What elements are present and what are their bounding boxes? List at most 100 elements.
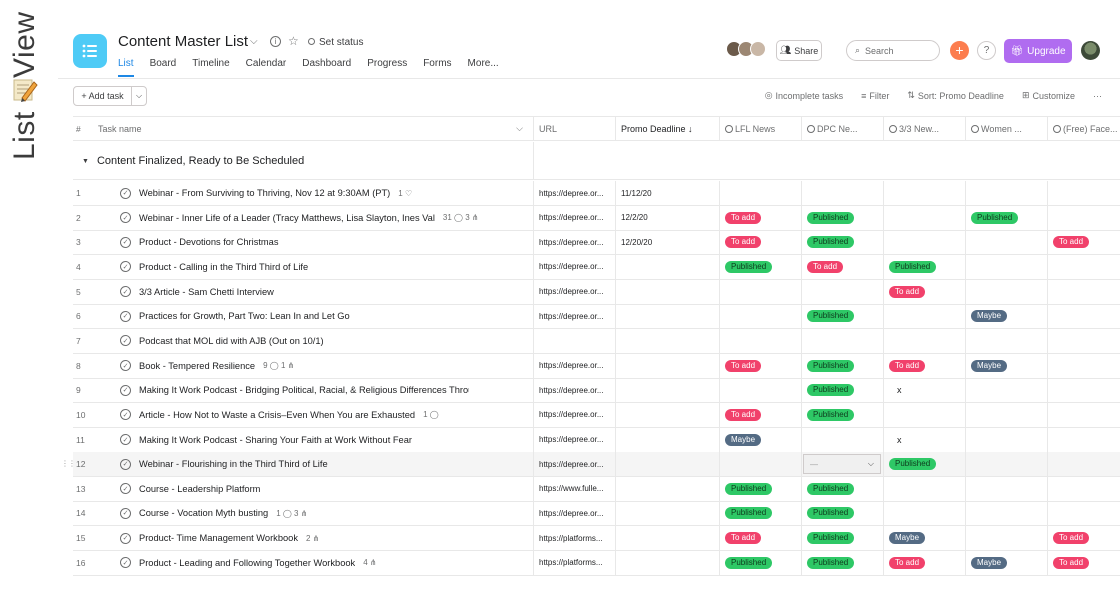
sort-button[interactable]: ⇅ Sort: Promo Deadline [907, 90, 1004, 101]
tab-dashboard[interactable]: Dashboard [302, 58, 352, 69]
tab-calendar[interactable]: Calendar [245, 58, 287, 69]
lfl-cell[interactable]: Published [719, 501, 801, 526]
promo-deadline-cell[interactable] [615, 328, 719, 353]
dpc-cell[interactable]: Published [801, 230, 883, 255]
task-title[interactable]: Product- Time Management Workbook [139, 533, 298, 544]
women-cell[interactable]: Maybe [965, 353, 1047, 378]
table-row[interactable]: 13 ✓ Course - Leadership Platform https:… [73, 476, 1120, 502]
promo-deadline-cell[interactable] [615, 427, 719, 452]
complete-check-icon[interactable]: ✓ [120, 335, 131, 347]
help-button[interactable]: ? [977, 41, 996, 60]
chevron-down-icon[interactable]: ⌵ [250, 36, 258, 47]
tab-more[interactable]: More... [467, 58, 499, 69]
task-name-cell[interactable]: ✓ Webinar - From Surviving to Thriving, … [91, 181, 533, 205]
promo-deadline-cell[interactable]: 12/2/20 [615, 205, 719, 230]
lfl-cell[interactable]: To add [719, 526, 801, 551]
table-row[interactable]: 6 ✓ Practices for Growth, Part Two: Lean… [73, 304, 1120, 330]
n33-cell[interactable] [883, 402, 965, 427]
face-cell[interactable] [1047, 353, 1120, 378]
tab-board[interactable]: Board [149, 58, 177, 69]
url-cell[interactable]: https://depree.or... [533, 402, 615, 427]
quick-add-button[interactable]: + [950, 41, 969, 60]
women-cell[interactable] [965, 378, 1047, 403]
women-cell[interactable]: Maybe [965, 304, 1047, 329]
task-title[interactable]: Product - Leading and Following Together… [139, 557, 356, 568]
task-name-cell[interactable]: ✓ Making It Work Podcast - Sharing Your … [91, 428, 533, 452]
n33-cell[interactable]: To add [883, 353, 965, 378]
task-title[interactable]: Webinar - Flourishing in the Third Third… [139, 459, 328, 470]
url-cell[interactable]: https://depree.or... [533, 205, 615, 230]
lfl-cell[interactable] [719, 328, 801, 353]
complete-check-icon[interactable]: ✓ [120, 384, 131, 396]
table-row[interactable]: 15 ✓ Product- Time Management Workbook 2… [73, 526, 1120, 552]
n33-cell[interactable] [883, 181, 965, 205]
dpc-cell[interactable] [801, 427, 883, 452]
url-cell[interactable]: https://depree.or... [533, 279, 615, 304]
women-cell[interactable]: Published [965, 205, 1047, 230]
n33-cell[interactable]: x [883, 427, 965, 452]
complete-check-icon[interactable]: ✓ [120, 286, 131, 298]
dpc-cell[interactable]: Published [801, 205, 883, 230]
women-cell[interactable] [965, 328, 1047, 353]
url-cell[interactable]: https://depree.or... [533, 181, 615, 205]
n33-cell[interactable] [883, 205, 965, 230]
women-cell[interactable] [965, 230, 1047, 255]
dpc-cell[interactable]: Published [801, 550, 883, 575]
complete-check-icon[interactable]: ✓ [120, 557, 131, 569]
chevron-down-icon[interactable]: ⌵ [516, 123, 523, 133]
lfl-cell[interactable]: To add [719, 205, 801, 230]
url-cell[interactable]: https://platforms... [533, 526, 615, 551]
dropdown-select[interactable]: — ⌵ [803, 454, 881, 475]
more-actions-button[interactable]: ··· [1093, 90, 1102, 101]
task-title[interactable]: Course - Vocation Myth busting [139, 508, 269, 519]
lfl-cell[interactable]: Published [719, 254, 801, 279]
promo-deadline-cell[interactable] [615, 501, 719, 526]
women-cell[interactable] [965, 427, 1047, 452]
complete-check-icon[interactable]: ✓ [120, 507, 131, 519]
face-cell[interactable] [1047, 181, 1120, 205]
lfl-cell[interactable]: Published [719, 550, 801, 575]
table-row[interactable]: 4 ✓ Product - Calling in the Third Third… [73, 254, 1120, 280]
promo-deadline-cell[interactable] [615, 476, 719, 501]
table-row[interactable]: 10 ✓ Article - How Not to Waste a Crisis… [73, 402, 1120, 428]
dpc-cell[interactable]: Published [801, 353, 883, 378]
task-title[interactable]: Article - How Not to Waste a Crisis–Even… [139, 409, 416, 420]
n33-cell[interactable] [883, 230, 965, 255]
complete-check-icon[interactable]: ✓ [120, 310, 131, 322]
face-cell[interactable] [1047, 304, 1120, 329]
col-33-news[interactable]: 3/3 New... [883, 117, 965, 140]
promo-deadline-cell[interactable] [615, 279, 719, 304]
tab-timeline[interactable]: Timeline [192, 58, 230, 69]
n33-cell[interactable]: To add [883, 279, 965, 304]
url-cell[interactable]: https://depree.or... [533, 254, 615, 279]
task-name-cell[interactable]: ✓ Book - Tempered Resilience 9 ◯ 1 ⋔ [91, 354, 533, 378]
promo-deadline-cell[interactable]: 12/20/20 [615, 230, 719, 255]
url-cell[interactable]: https://depree.or... [533, 230, 615, 255]
task-name-cell[interactable]: ✓ Article - How Not to Waste a Crisis–Ev… [91, 403, 533, 427]
url-cell[interactable] [533, 328, 615, 353]
table-row[interactable]: 14 ✓ Course - Vocation Myth busting 1 ◯ … [73, 501, 1120, 527]
women-cell[interactable] [965, 452, 1047, 477]
search-input[interactable]: ⌕ Search [846, 40, 940, 61]
customize-button[interactable]: ⊞ Customize [1022, 90, 1075, 101]
lfl-cell[interactable]: To add [719, 230, 801, 255]
n33-cell[interactable]: To add [883, 550, 965, 575]
task-name-cell[interactable]: ✓ Webinar - Inner Life of a Leader (Trac… [91, 206, 533, 230]
url-cell[interactable]: https://depree.or... [533, 452, 615, 477]
face-cell[interactable] [1047, 254, 1120, 279]
n33-cell[interactable] [883, 304, 965, 329]
url-cell[interactable]: https://www.fulle... [533, 476, 615, 501]
complete-check-icon[interactable]: ✓ [120, 532, 131, 544]
face-cell[interactable] [1047, 427, 1120, 452]
share-button[interactable]: 👥︎ Share [776, 40, 822, 61]
complete-check-icon[interactable]: ✓ [120, 187, 131, 199]
task-name-cell[interactable]: ✓ 3/3 Article - Sam Chetti Interview [91, 280, 533, 304]
complete-check-icon[interactable]: ✓ [120, 409, 131, 421]
task-name-cell[interactable]: ✓ Practices for Growth, Part Two: Lean I… [91, 304, 533, 328]
col-url[interactable]: URL [533, 117, 615, 140]
n33-cell[interactable] [883, 501, 965, 526]
task-title[interactable]: Book - Tempered Resilience [139, 360, 256, 371]
task-title[interactable]: Making It Work Podcast - Bridging Politi… [139, 385, 469, 396]
women-cell[interactable] [965, 526, 1047, 551]
complete-check-icon[interactable]: ✓ [120, 360, 131, 372]
